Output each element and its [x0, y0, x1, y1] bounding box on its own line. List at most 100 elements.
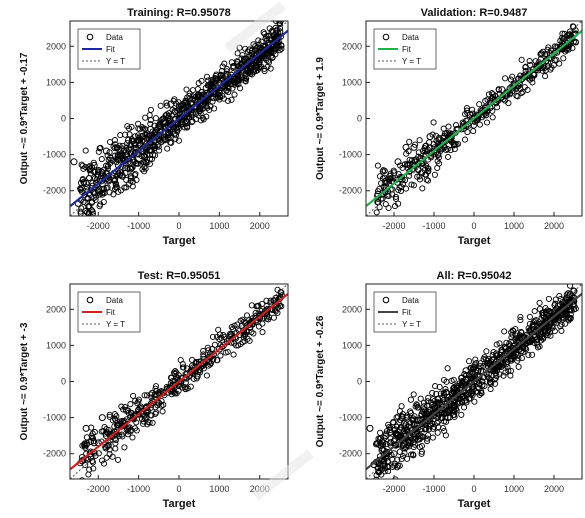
data-point [462, 367, 470, 375]
data-point [163, 111, 171, 119]
data-point [149, 151, 157, 159]
data-point [510, 352, 518, 360]
data-point [123, 147, 130, 155]
identity-line [70, 21, 288, 216]
data-point [530, 71, 538, 79]
data-point [434, 396, 442, 404]
data-point [167, 100, 175, 108]
fit-line [366, 29, 582, 208]
y-tick-label: -1000 [43, 150, 66, 160]
x-axis-label: Target [163, 498, 196, 510]
y-tick-label: 0 [357, 377, 362, 387]
data-point [498, 86, 506, 94]
x-tick-label: -2000 [382, 484, 405, 494]
data-point [390, 450, 398, 458]
x-tick-label: 2000 [250, 221, 270, 231]
data-point [454, 399, 462, 407]
data-point [398, 414, 406, 422]
legend-label-data: Data [106, 33, 123, 42]
data-point [426, 133, 434, 141]
data-point [125, 136, 132, 144]
legend-label-identity: Y = T [106, 320, 125, 329]
legend: Data Fit Y = T [77, 291, 141, 333]
data-point [438, 140, 446, 148]
data-point [264, 305, 272, 313]
data-point [386, 172, 394, 180]
y-axis-label: Output ~= 0.9*Target + -3 [19, 322, 30, 440]
x-tick-label: -2000 [87, 484, 110, 494]
data-point [400, 439, 408, 447]
data-point [191, 96, 199, 104]
data-point [526, 338, 534, 346]
data-point [458, 374, 466, 382]
data-point [510, 82, 518, 90]
panel-title: All: R=0.95042 [437, 270, 512, 282]
data-point [139, 133, 147, 141]
y-tick-label: -2000 [43, 186, 66, 196]
data-point [470, 115, 478, 122]
legend-marker-data [382, 296, 390, 304]
data-point [366, 424, 374, 432]
legend-label-identity: Y = T [402, 320, 421, 329]
y-tick-label: 2000 [46, 304, 66, 314]
y-tick-label: 0 [357, 114, 362, 124]
data-point [155, 399, 163, 407]
data-point [418, 410, 426, 418]
legend-label-data: Data [106, 296, 123, 305]
data-point [86, 165, 94, 173]
data-point [570, 287, 578, 295]
data-point [90, 439, 98, 447]
y-axis-label: Output ~= 0.9*Target + -0.17 [19, 52, 30, 184]
x-tick-label: 0 [471, 484, 476, 494]
fit-line [70, 29, 288, 208]
data-point [566, 291, 574, 299]
data-point [378, 446, 386, 454]
data-point [474, 367, 482, 375]
data-point [199, 104, 207, 112]
y-axis-label: Output ~= 0.9*Target + -0.26 [315, 315, 326, 447]
panel-3: -2000-1000010002000-2000-1000010002000Te… [19, 270, 289, 510]
x-tick-label: 0 [176, 484, 181, 494]
x-tick-label: 2000 [544, 484, 564, 494]
x-axis-label: Target [163, 235, 196, 247]
x-tick-label: -1000 [127, 484, 150, 494]
data-point [123, 406, 130, 414]
data-point [414, 435, 422, 443]
data-point [542, 57, 550, 65]
panel-1: -2000 -1000 0 1000 2000 -2000 -1000 0 1000 2000 Tr… [19, 7, 289, 247]
data-point [386, 428, 394, 436]
legend-label-fit: Fit [402, 45, 412, 54]
data-point [215, 89, 223, 97]
x-tick-label: 1000 [209, 484, 229, 494]
data-point [82, 180, 90, 187]
data-point [444, 414, 452, 422]
data-point [90, 161, 98, 169]
data-point [151, 143, 159, 151]
data-point [550, 50, 558, 57]
data-point [390, 169, 398, 177]
y-tick-label: 2000 [46, 41, 66, 51]
data-point [127, 165, 135, 173]
legend-label-fit: Fit [106, 308, 116, 317]
data-point [478, 381, 486, 389]
data-point [246, 46, 254, 54]
panel-2: -2000 -1000 0 1000 2000 -2000 -1000 0 1000 2000 Va… [315, 7, 583, 247]
data-point [478, 107, 486, 115]
data-point [167, 385, 175, 393]
x-tick-label: -2000 [382, 221, 405, 231]
x-tick-label: 2000 [544, 221, 564, 231]
legend: Data Fit Y = T [77, 28, 141, 70]
x-axis-label: Target [458, 498, 491, 510]
data-point [426, 406, 434, 414]
data-point [171, 107, 179, 115]
data-point [256, 313, 264, 320]
x-tick-label: -1000 [422, 484, 445, 494]
data-point [414, 165, 422, 173]
data-point [466, 370, 474, 378]
y-tick-label: -1000 [339, 413, 362, 423]
legend-label-fit: Fit [106, 45, 116, 54]
data-point [406, 161, 414, 169]
x-tick-label: 1000 [209, 221, 229, 231]
panel-title: Training: R=0.95078 [127, 7, 231, 19]
